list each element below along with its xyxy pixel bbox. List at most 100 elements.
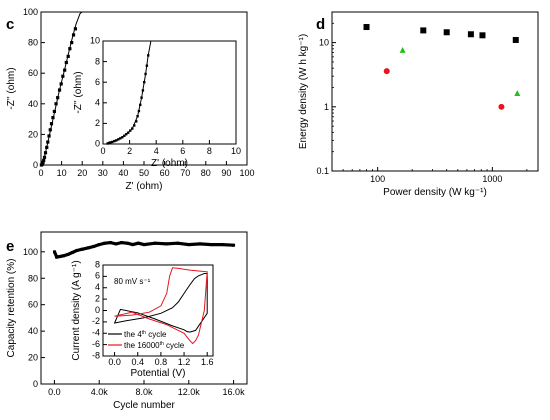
e-y-tick-label: 20 <box>28 353 38 363</box>
e-inset-y-tick-label: -8 <box>92 350 100 360</box>
c-inset-data-point <box>147 54 150 57</box>
e-data-point <box>103 241 107 245</box>
e-data-point <box>153 241 157 245</box>
e-data-point <box>80 247 84 251</box>
c-data-point <box>49 122 54 126</box>
panel-label-e: e <box>6 238 14 255</box>
d-data-point <box>498 103 505 110</box>
e-inset-x-tick-label: 0.0 <box>108 357 121 367</box>
e-legend-label: the 16000th cycle <box>124 341 185 350</box>
c-data-point <box>59 82 63 86</box>
c-inset-plot-frame <box>102 40 237 145</box>
e-inset-y-tick-label: 4 <box>95 282 100 292</box>
c-data-point <box>47 134 51 138</box>
c-y-tick-label: 0 <box>33 160 38 170</box>
c-inset-x-tick-label: 2 <box>127 146 132 156</box>
e-inset-y-tick-label: 0 <box>95 305 100 315</box>
c-inset-data-point <box>139 103 142 107</box>
d-x-axis-label: Power density (W kg⁻¹) <box>383 187 487 198</box>
c-x-tick-label: 50 <box>139 168 149 178</box>
e-y-tick-label: 60 <box>28 300 38 310</box>
c-inset-data-point <box>129 129 132 132</box>
c-x-tick-label: 100 <box>239 168 254 178</box>
c-inset-y-tick-label: 8 <box>95 56 100 66</box>
c-data-point <box>52 109 56 114</box>
c-inset-y-tick-label: 6 <box>95 77 100 87</box>
c-inset-data-point <box>133 124 136 127</box>
c-inset-x-tick-label: 6 <box>180 146 185 156</box>
e-x-tick-label: 0.0 <box>48 387 61 397</box>
c-data-point <box>73 27 78 31</box>
c-x-tick-label: 30 <box>98 168 108 178</box>
c-y-tick-label: 20 <box>28 129 38 139</box>
e-data-point <box>164 242 168 246</box>
d-data-point <box>514 90 521 96</box>
c-x-tick-label: 90 <box>221 168 231 178</box>
c-x-axis-label: Z' (ohm) <box>126 181 163 192</box>
c-data-point <box>48 128 52 132</box>
c-data-point <box>71 33 76 37</box>
e-data-point <box>176 241 180 245</box>
c-y-tick-label: 60 <box>28 68 38 78</box>
c-inset-y-axis-label: -Z'' (ohm) <box>73 71 84 113</box>
c-x-tick-label: 10 <box>57 168 67 178</box>
d-y-tick-label: 0.1 <box>316 166 329 176</box>
d-data-point <box>467 31 474 38</box>
d-data-point <box>399 47 406 53</box>
c-x-tick-label: 40 <box>118 168 128 178</box>
c-inset-x-tick-label: 0 <box>100 146 105 156</box>
c-y-tick-label: 100 <box>23 7 38 17</box>
e-data-point <box>220 243 224 247</box>
d-y-axis-label: Energy density (W h kg⁻¹) <box>298 34 309 149</box>
c-inset-data-point <box>136 114 139 118</box>
e-data-point <box>136 241 140 245</box>
e-data-point <box>125 241 129 245</box>
e-data-point <box>92 245 96 249</box>
c-y-tick-label: 80 <box>28 38 38 48</box>
c-inset-data-point <box>127 131 130 134</box>
d-x-tick-label: 100 <box>370 174 385 184</box>
c-inset-data-point <box>131 127 134 130</box>
e-inset-y-axis-label: Current density (A g⁻¹) <box>71 260 82 360</box>
c-data-point <box>42 155 47 159</box>
e-data-point <box>97 243 101 247</box>
c-inset-chart: 0 2 4 6 8 10 0 2 4 6 8 10 Z' (ohm) -Z'' (ohm) <box>73 36 241 169</box>
c-inset-data-point <box>121 136 124 139</box>
c-inset-data-point <box>113 139 116 143</box>
c-inset-data-point <box>107 141 111 145</box>
e-data-point <box>209 243 213 247</box>
e-data-point <box>70 250 74 254</box>
e-x-tick-label: 16.0k <box>223 387 246 397</box>
e-legend-label: the 4th cycle <box>124 330 167 339</box>
c-data-point <box>43 151 48 155</box>
e-inset-y-tick-label: -2 <box>92 316 100 326</box>
e-data-point <box>142 243 146 247</box>
d-data-point <box>443 29 450 36</box>
e-inset-y-tick-label: -4 <box>92 328 100 338</box>
d-data-point <box>479 32 486 39</box>
c-inset-y-tick-label: 4 <box>95 97 100 107</box>
c-x-tick-label: 70 <box>180 168 190 178</box>
e-x-tick-label: 12.0k <box>178 387 201 397</box>
e-data-point <box>120 241 124 245</box>
d-y-tick-label: 1 <box>324 102 329 112</box>
c-inset-x-tick-label: 10 <box>231 146 241 156</box>
e-x-tick-label: 4.0k <box>91 387 109 397</box>
e-data-point <box>61 254 65 258</box>
c-inset-data-point <box>117 138 120 141</box>
e-data-point <box>66 252 70 256</box>
c-inset-x-axis-label: Z' (ohm) <box>151 158 188 169</box>
e-y-axis-label: Capacity retention (%) <box>6 259 17 358</box>
c-x-tick-label: 20 <box>77 168 87 178</box>
d-data-point <box>420 27 427 34</box>
c-inset-data-point <box>140 96 143 99</box>
e-inset-y-tick-label: 2 <box>95 293 100 303</box>
e-inset-chart: 0.0 0.4 0.8 1.2 1.6 -8-6-4 -20 246 8 Potential (V… <box>71 259 214 379</box>
d-y-tick-label: 10 <box>319 38 329 48</box>
d-plot-frame <box>331 11 539 172</box>
e-data-point <box>52 250 56 254</box>
e-data-point <box>75 249 79 253</box>
c-inset-data-point <box>143 81 146 84</box>
c-inset-data-point <box>137 109 141 113</box>
